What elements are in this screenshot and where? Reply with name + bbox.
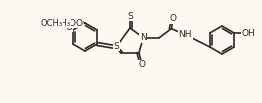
Text: O: O [77, 19, 84, 28]
Text: OCH₃: OCH₃ [41, 19, 63, 28]
Text: O: O [66, 22, 72, 32]
Text: NH: NH [179, 30, 192, 39]
Text: N: N [140, 33, 147, 42]
Text: S: S [114, 42, 119, 51]
Text: OCH₃: OCH₃ [41, 19, 63, 28]
Text: O: O [68, 19, 75, 28]
Text: OCH₃: OCH₃ [49, 19, 71, 28]
Text: OCH₃: OCH₃ [50, 19, 72, 28]
Text: O: O [170, 14, 177, 23]
Text: O: O [76, 19, 83, 28]
Text: O: O [139, 60, 145, 69]
Text: S: S [127, 12, 133, 20]
Text: OH: OH [241, 29, 255, 37]
